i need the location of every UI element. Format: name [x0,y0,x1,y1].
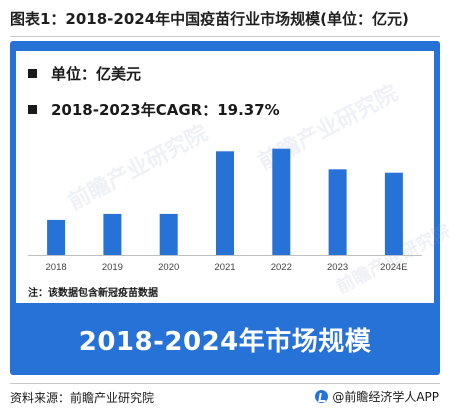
brand: @前瞻经济学人APP [315,388,439,405]
legend-unit-label: 单位：亿美元 [51,64,142,83]
chart-title: 图表1：2018-2024年中国疫苗行业市场规模(单位：亿元) [10,10,409,28]
title-divider [10,36,440,37]
legend-square-icon [28,104,37,114]
legend-cagr-label: 2018-2023年CAGR：19.37% [51,100,280,119]
chart-banner: 2018-2024年市场规模 [78,326,372,357]
legend-unit: 单位：亿美元 [28,62,141,84]
x-tick-label: 2018 [46,262,67,273]
bar-2021 [216,151,234,255]
x-tick-label: 2019 [102,262,123,273]
bar-chart: 2018 2019 2020 2021 2022 2023 2024E [28,148,422,273]
bar-2022 [272,148,291,255]
chart-note: 注：该数据包含新冠疫苗数据 [28,288,158,299]
legend-cagr: 2018-2023年CAGR：19.37% [28,98,280,120]
source-text: 资料来源：前瞻产业研究院 [10,391,155,405]
brand-logo-icon [315,390,329,403]
x-tick-label: 2024E [380,262,407,273]
x-tick-label: 2021 [214,262,235,273]
bar-2024E [384,172,403,255]
bar-2020 [159,213,178,255]
x-tick-label: 2023 [327,262,348,273]
bar-2019 [103,213,122,255]
bar-2023 [328,169,347,255]
bar-2018 [47,219,66,255]
legend-square-icon [28,68,37,78]
brand-label: @前瞻经济学人APP [332,390,439,404]
x-tick-label: 2020 [158,262,179,273]
x-tick-label: 2022 [271,262,292,273]
footer-divider [10,383,440,384]
